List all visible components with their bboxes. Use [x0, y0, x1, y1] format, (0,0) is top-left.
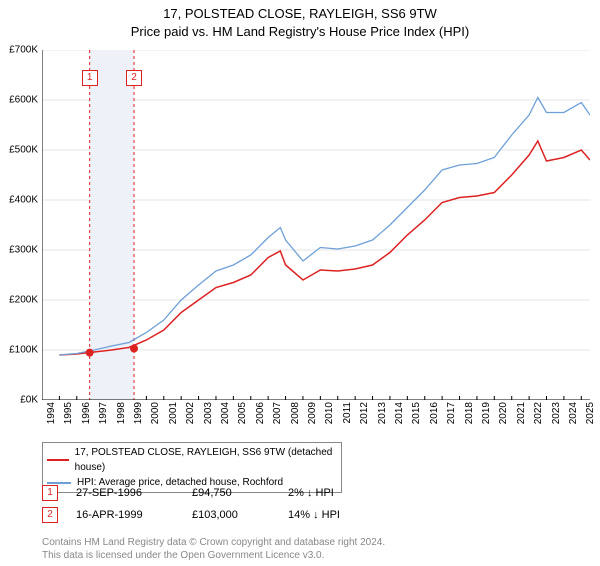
attribution-line2: This data is licensed under the Open Gov…	[42, 549, 385, 562]
x-tick-label: 2021	[516, 402, 527, 424]
page-title-line1: 17, POLSTEAD CLOSE, RAYLEIGH, SS6 9TW	[0, 6, 600, 22]
legend-swatch-property	[47, 459, 69, 461]
x-tick-label: 2005	[237, 402, 248, 424]
x-tick-label: 2009	[307, 402, 318, 424]
y-tick-label: £300K	[9, 245, 38, 256]
x-tick-label: 2025	[585, 402, 596, 424]
x-tick-label: 1997	[98, 402, 109, 424]
attribution-line1: Contains HM Land Registry data © Crown c…	[42, 536, 385, 549]
transaction-row-2: 2 16-APR-1999 £103,000 14% ↓ HPI	[42, 507, 590, 523]
x-tick-label: 2011	[342, 402, 353, 424]
x-tick-label: 2004	[220, 402, 231, 424]
x-tick-label: 2015	[411, 402, 422, 424]
y-tick-label: £700K	[9, 45, 38, 56]
chart-marker-2: 2	[126, 70, 142, 86]
x-tick-label: 2000	[150, 402, 161, 424]
transaction-price-2: £103,000	[192, 509, 288, 521]
y-tick-label: £500K	[9, 145, 38, 156]
x-tick-label: 2019	[481, 402, 492, 424]
x-tick-label: 2013	[377, 402, 388, 424]
x-tick-label: 2014	[394, 402, 405, 424]
x-tick-label: 2010	[324, 402, 335, 424]
x-tick-label: 2003	[203, 402, 214, 424]
x-tick-label: 2007	[272, 402, 283, 424]
chart-marker-1: 1	[82, 70, 98, 86]
transaction-date-2: 16-APR-1999	[76, 509, 192, 521]
legend-row-property: 17, POLSTEAD CLOSE, RAYLEIGH, SS6 9TW (d…	[47, 445, 337, 475]
y-tick-label: £400K	[9, 195, 38, 206]
x-tick-label: 2018	[464, 402, 475, 424]
transaction-date-1: 27-SEP-1996	[76, 487, 192, 499]
page-title-line2: Price paid vs. HM Land Registry's House …	[0, 24, 600, 40]
x-tick-label: 1998	[116, 402, 127, 424]
transaction-price-1: £94,750	[192, 487, 288, 499]
x-tick-label: 1994	[46, 402, 57, 424]
transaction-marker-2: 2	[42, 507, 58, 523]
x-tick-label: 2017	[446, 402, 457, 424]
y-tick-label: £100K	[9, 345, 38, 356]
x-tick-label: 2016	[429, 402, 440, 424]
x-tick-label: 2012	[359, 402, 370, 424]
transaction-delta-1: 2% ↓ HPI	[288, 487, 334, 499]
transaction-row-1: 1 27-SEP-1996 £94,750 2% ↓ HPI	[42, 485, 590, 501]
transaction-delta-2: 14% ↓ HPI	[288, 509, 340, 521]
y-tick-label: £0K	[20, 395, 38, 406]
legend-label-property: 17, POLSTEAD CLOSE, RAYLEIGH, SS6 9TW (d…	[75, 445, 337, 475]
legend-swatch-hpi	[47, 482, 71, 484]
x-tick-label: 1996	[81, 402, 92, 424]
x-tick-label: 2024	[568, 402, 579, 424]
x-tick-label: 2001	[168, 402, 179, 424]
chart: £0K£100K£200K£300K£400K£500K£600K£700K19…	[42, 50, 590, 400]
x-tick-label: 1999	[133, 402, 144, 424]
attribution: Contains HM Land Registry data © Crown c…	[42, 536, 385, 562]
x-tick-label: 2002	[185, 402, 196, 424]
chart-svg	[42, 50, 590, 400]
x-tick-label: 2020	[498, 402, 509, 424]
x-tick-label: 2022	[533, 402, 544, 424]
x-tick-label: 2023	[551, 402, 562, 424]
x-tick-label: 2008	[290, 402, 301, 424]
y-tick-label: £200K	[9, 295, 38, 306]
x-tick-label: 2006	[255, 402, 266, 424]
transaction-marker-1: 1	[42, 485, 58, 501]
y-tick-label: £600K	[9, 95, 38, 106]
x-tick-label: 1995	[63, 402, 74, 424]
